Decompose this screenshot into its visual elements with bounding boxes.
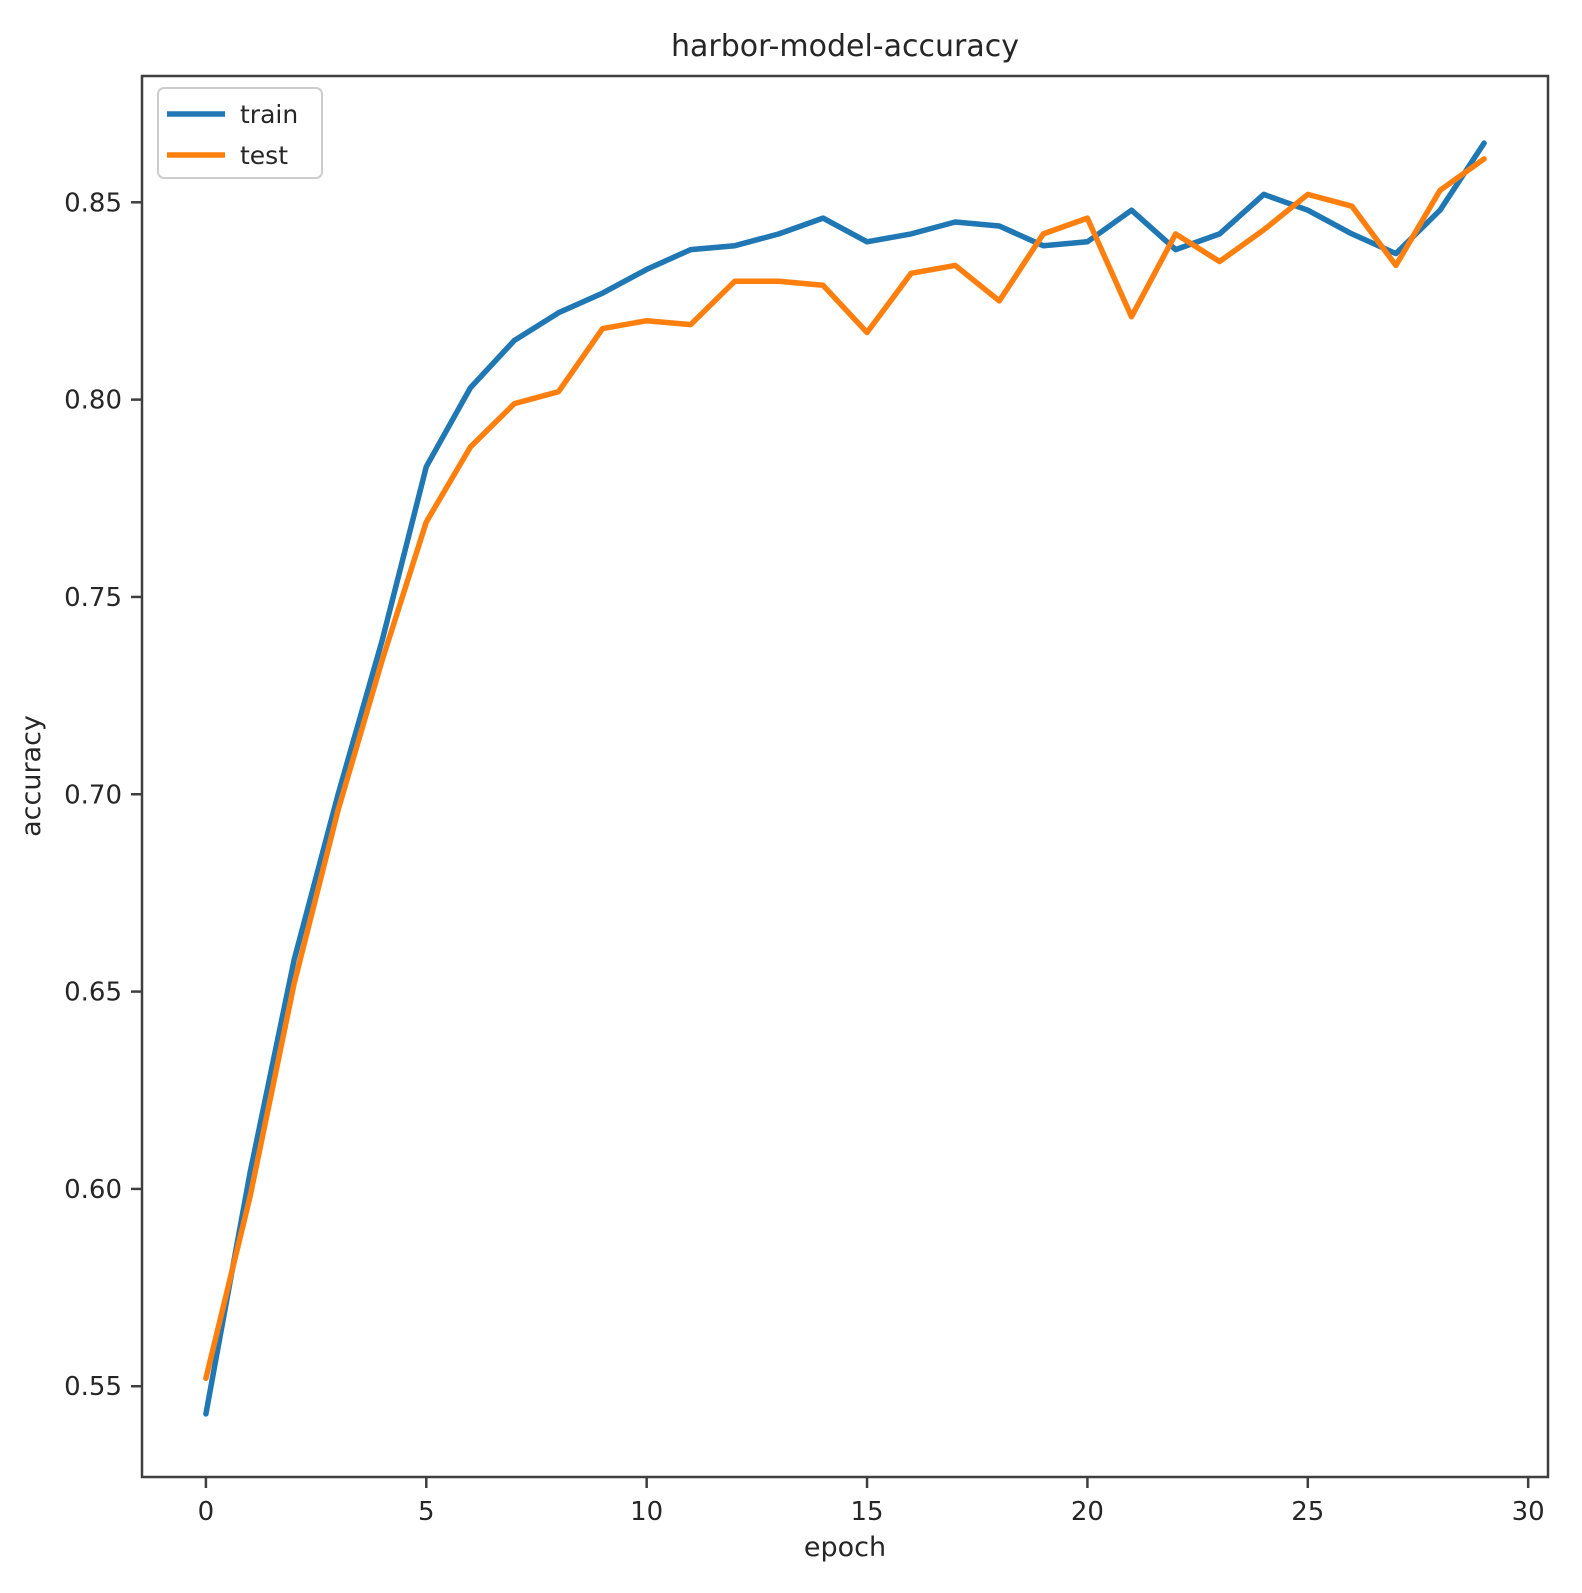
x-tick-label: 15 <box>850 1497 883 1527</box>
y-tick-label: 0.80 <box>64 386 122 416</box>
train-line <box>203 140 1487 1417</box>
legend: train test <box>157 87 323 179</box>
x-tick-label: 20 <box>1071 1497 1104 1527</box>
test-line <box>203 156 1487 1382</box>
y-tick-label: 0.75 <box>64 583 122 613</box>
y-tick-label: 0.55 <box>64 1372 122 1402</box>
legend-label-test: test <box>240 141 288 170</box>
plot-area <box>140 74 1550 1479</box>
y-tick-label: 0.70 <box>64 780 122 810</box>
legend-label-train: train <box>240 100 298 129</box>
x-tick-label: 5 <box>418 1497 435 1527</box>
legend-item-test: test <box>167 141 288 170</box>
x-tick-label: 25 <box>1291 1497 1324 1527</box>
ticks-layer: 0 5 10 15 20 25 30 0.55 0.60 0.65 0.70 0.75 0.80 0.85 <box>64 188 1545 1527</box>
lines-layer <box>203 140 1487 1417</box>
chart-title: harbor-model-accuracy <box>671 29 1019 64</box>
y-tick-label: 0.60 <box>64 1175 122 1205</box>
x-axis-label: epoch <box>804 1532 886 1563</box>
x-tick-label: 0 <box>198 1497 215 1527</box>
y-tick-label: 0.85 <box>64 188 122 218</box>
y-tick-label: 0.65 <box>64 978 122 1008</box>
legend-item-train: train <box>167 100 298 129</box>
x-tick-label: 10 <box>630 1497 663 1527</box>
y-axis-label: accuracy <box>16 715 47 837</box>
x-tick-label: 30 <box>1512 1497 1545 1527</box>
